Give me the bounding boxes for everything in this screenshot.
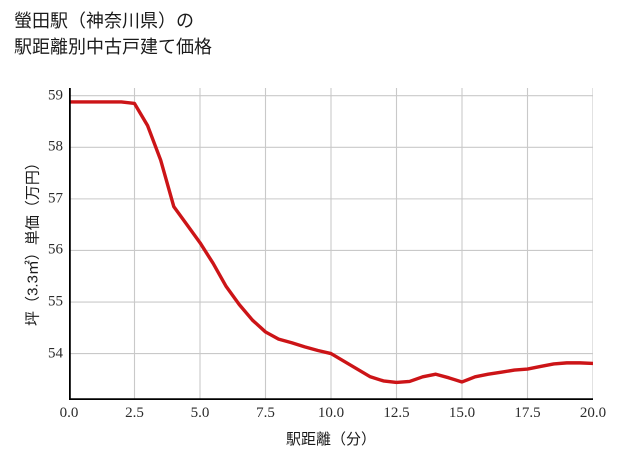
x-axis-label: 駅距離（分） (285, 431, 376, 448)
y-tick-label: 54 (48, 345, 63, 362)
x-tick-label: 10.0 (317, 405, 345, 421)
x-axis-tick-labels: 0.0 2.5 5.0 7.5 10.0 12.5 15.0 17.5 20.0 (60, 405, 607, 427)
x-tick-label: 0.0 (59, 405, 79, 421)
x-tick-label: 2.5 (125, 405, 144, 421)
x-tick-label: 7.5 (256, 405, 275, 421)
plot-area (69, 88, 593, 400)
x-tick-label: 15.0 (448, 405, 476, 421)
page-title: 螢田駅（神奈川県）の 駅距離別中古戸建て価格 (14, 11, 212, 57)
chart-svg (69, 88, 593, 400)
y-axis-tick-labels: 54 55 56 57 58 59 (27, 87, 63, 400)
x-tick-label: 17.5 (514, 405, 541, 421)
y-tick-label: 58 (48, 138, 63, 155)
x-tick-label: 12.5 (383, 405, 410, 421)
y-tick-label: 57 (48, 190, 63, 207)
price-line-series (69, 100, 593, 385)
x-tick-label: 5.0 (190, 405, 210, 421)
x-tick-label: 20.0 (579, 405, 607, 421)
y-tick-label: 59 (48, 87, 63, 104)
y-axis-label: 坪（3.3㎡）単価（万円） (24, 155, 42, 326)
y-tick-label: 56 (48, 241, 63, 258)
y-tick-label: 55 (48, 293, 63, 310)
